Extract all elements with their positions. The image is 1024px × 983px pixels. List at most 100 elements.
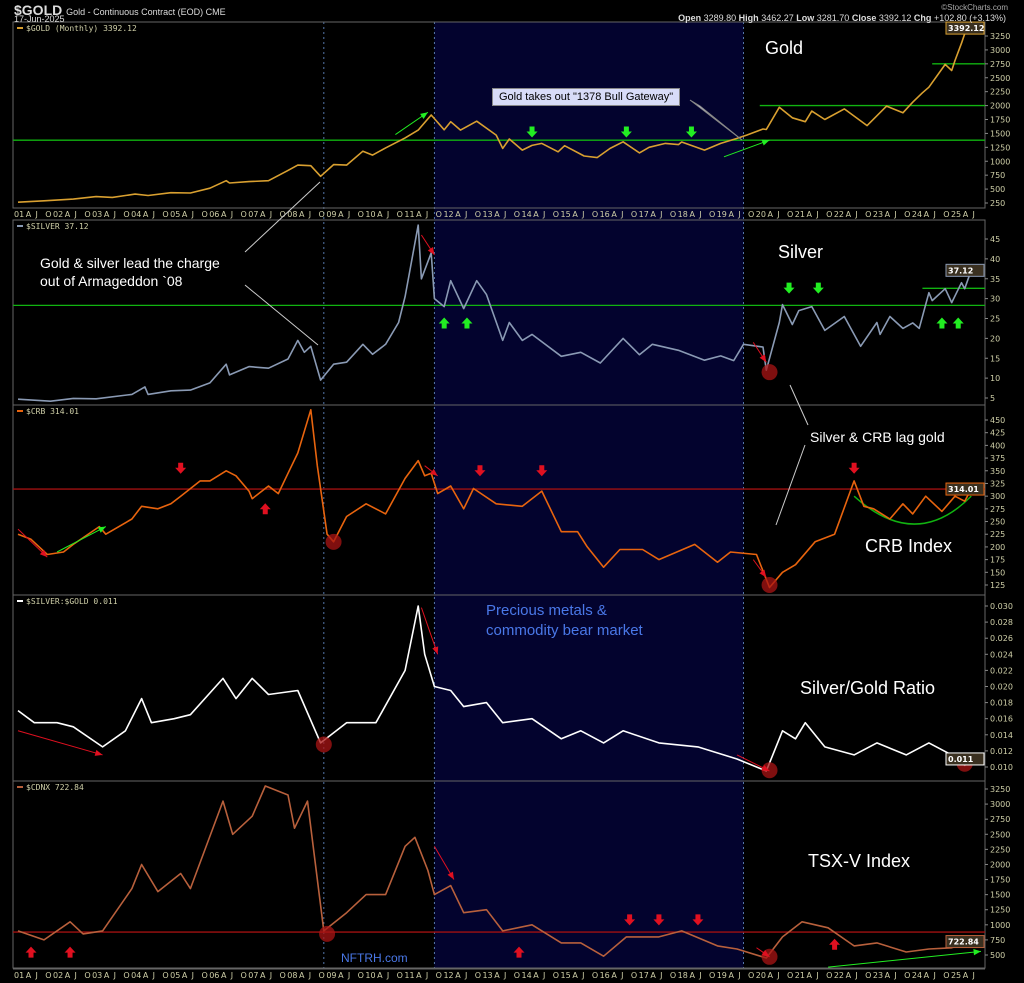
x-axis-year-label: 10 [365, 971, 375, 980]
lag-pointer-silver [789, 384, 809, 426]
open-label: Open [678, 13, 702, 23]
ratio-tick-label: 0.010 [990, 763, 1013, 772]
x-axis-year-label: 01 [14, 971, 24, 980]
cdnx-down-arrow-icon [653, 914, 665, 926]
high-label: High [738, 13, 759, 23]
x-axis-month-label: J [542, 210, 545, 219]
x-axis-month-label: J [347, 971, 350, 980]
cdnx-tick-label: 3000 [990, 800, 1010, 809]
x-axis-year-label: 18 [678, 971, 688, 980]
silver-trend-arrow-head [759, 354, 767, 363]
crb-down-arrow-icon [175, 462, 187, 474]
x-axis-month-label: O [201, 210, 207, 219]
bear-line-2: commodity bear market [486, 622, 643, 639]
x-axis-month-label: O [358, 971, 364, 980]
x-axis-year-label: 07 [248, 210, 258, 219]
x-axis-month-label: O [84, 210, 90, 219]
x-axis-month-label: O [592, 971, 598, 980]
x-axis-month-label: O [123, 210, 129, 219]
gold-down-arrow-icon [685, 126, 697, 138]
x-axis-month-label: O [787, 210, 793, 219]
gold-tick-label: 1000 [990, 157, 1010, 166]
x-axis-month-label: J [971, 971, 974, 980]
x-axis-month-label: O [553, 210, 559, 219]
x-axis-month-label: J [113, 971, 116, 980]
ratio-trend-arrow-head [94, 749, 103, 756]
x-axis-month-label: A [104, 971, 110, 980]
x-axis-month-label: O [865, 210, 871, 219]
crb-up-arrow-icon [259, 503, 271, 515]
x-axis-month-label: A [963, 971, 969, 980]
cdnx-tick-label: 3250 [990, 785, 1010, 794]
x-axis-year-label: 03 [92, 971, 102, 980]
cdnx-tick-label: 750 [990, 936, 1005, 945]
x-axis-year-label: 15 [561, 210, 571, 219]
x-axis-month-label: O [787, 971, 793, 980]
x-axis-month-label: A [221, 971, 227, 980]
x-axis-month-label: O [45, 210, 51, 219]
x-axis-month-label: O [397, 971, 403, 980]
open-value: 3289.80 [703, 13, 737, 23]
x-axis-year-label: 17 [639, 210, 649, 219]
x-axis-month-label: A [768, 971, 774, 980]
x-axis-month-label: J [776, 210, 779, 219]
silver-panel: 45 40 35 30 25 20 15 10 5 $SILVER 37.12 37.12 [12, 219, 1000, 406]
cdnx-tick-label: 1250 [990, 906, 1010, 915]
gold-legend: $GOLD (Monthly) 3392.12 [26, 24, 137, 33]
x-axis-month-label: A [143, 210, 149, 219]
ratio-trend-arrow-head [432, 646, 439, 655]
crb-highlight-circle [761, 577, 778, 593]
silver-tick-label: 25 [990, 315, 1000, 324]
crb-tick-label: 125 [990, 581, 1005, 590]
gold-tick-label: 1500 [990, 129, 1010, 138]
x-axis-month-label: A [416, 971, 422, 980]
cdnx-up-arrow-icon [513, 946, 525, 958]
x-axis-year-label: 08 [287, 210, 297, 219]
x-axis-year-label: 02 [53, 210, 63, 219]
x-axis-month-label: A [846, 971, 852, 980]
x-axis-month-label: O [514, 971, 520, 980]
x-axis-year-label: 25 [951, 210, 961, 219]
x-axis-month-label: J [659, 971, 662, 980]
ratio-last-value-box [945, 752, 985, 766]
x-axis-year-label: 10 [365, 210, 375, 219]
ratio-tick-label: 0.012 [990, 747, 1013, 756]
lag-note: Silver & CRB lag gold [810, 429, 945, 445]
ratio-tick-label: 0.014 [990, 731, 1013, 740]
cdnx-trend-arrow-head [447, 871, 454, 880]
crb-trend-arrow-head [97, 526, 106, 533]
x-axis-year-label: 14 [522, 210, 532, 219]
crb-legend-swatch [17, 410, 23, 412]
x-axis-year-label: 09 [326, 210, 336, 219]
crb-trend-arrow-head [39, 549, 48, 558]
x-axis-month-label: O [201, 971, 207, 980]
cdnx-title: TSX-V Index [808, 851, 911, 871]
gold-tick-label: 1250 [990, 143, 1010, 152]
x-axis-year-label: 24 [912, 971, 922, 980]
cdnx-panel: 3250 3000 2750 2500 2250 2000 1750 1500 1250 1000… [12, 780, 1010, 969]
ratio-tick-label: 0.030 [990, 602, 1013, 611]
ratio-tick-label: 0.018 [990, 699, 1013, 708]
x-axis-month-label: O [709, 971, 715, 980]
gold-down-arrow-icon [620, 126, 632, 138]
crb-trend-arrow-head [759, 569, 767, 578]
silver-tick-label: 45 [990, 235, 1000, 244]
ratio-panel: 0.030 0.028 0.026 0.024 0.022 0.020 0.018 0.016… [12, 594, 1013, 782]
x-axis-month-label: A [221, 210, 227, 219]
ratio-trend-arrow-line [17, 730, 103, 756]
x-axis-month-label: J [269, 971, 272, 980]
crb-legend: $CRB 314.01 [26, 407, 79, 416]
crb-tick-label: 450 [990, 416, 1005, 425]
cdnx-down-arrow-icon [624, 914, 636, 926]
x-axis-month-label: O [280, 971, 286, 980]
cdnx-highlight-circle [319, 925, 336, 942]
x-axis-year-label: 22 [834, 210, 844, 219]
x-axis-month-label: J [269, 210, 272, 219]
x-axis-month-label: A [728, 971, 734, 980]
x-axis-month-label: O [358, 210, 364, 219]
x-axis-month-label: A [143, 971, 149, 980]
x-axis-month-label: O [904, 971, 910, 980]
x-axis-month-label: J [659, 210, 662, 219]
x-axis-month-label: A [807, 971, 813, 980]
armageddon-pointer-silver [244, 284, 319, 346]
